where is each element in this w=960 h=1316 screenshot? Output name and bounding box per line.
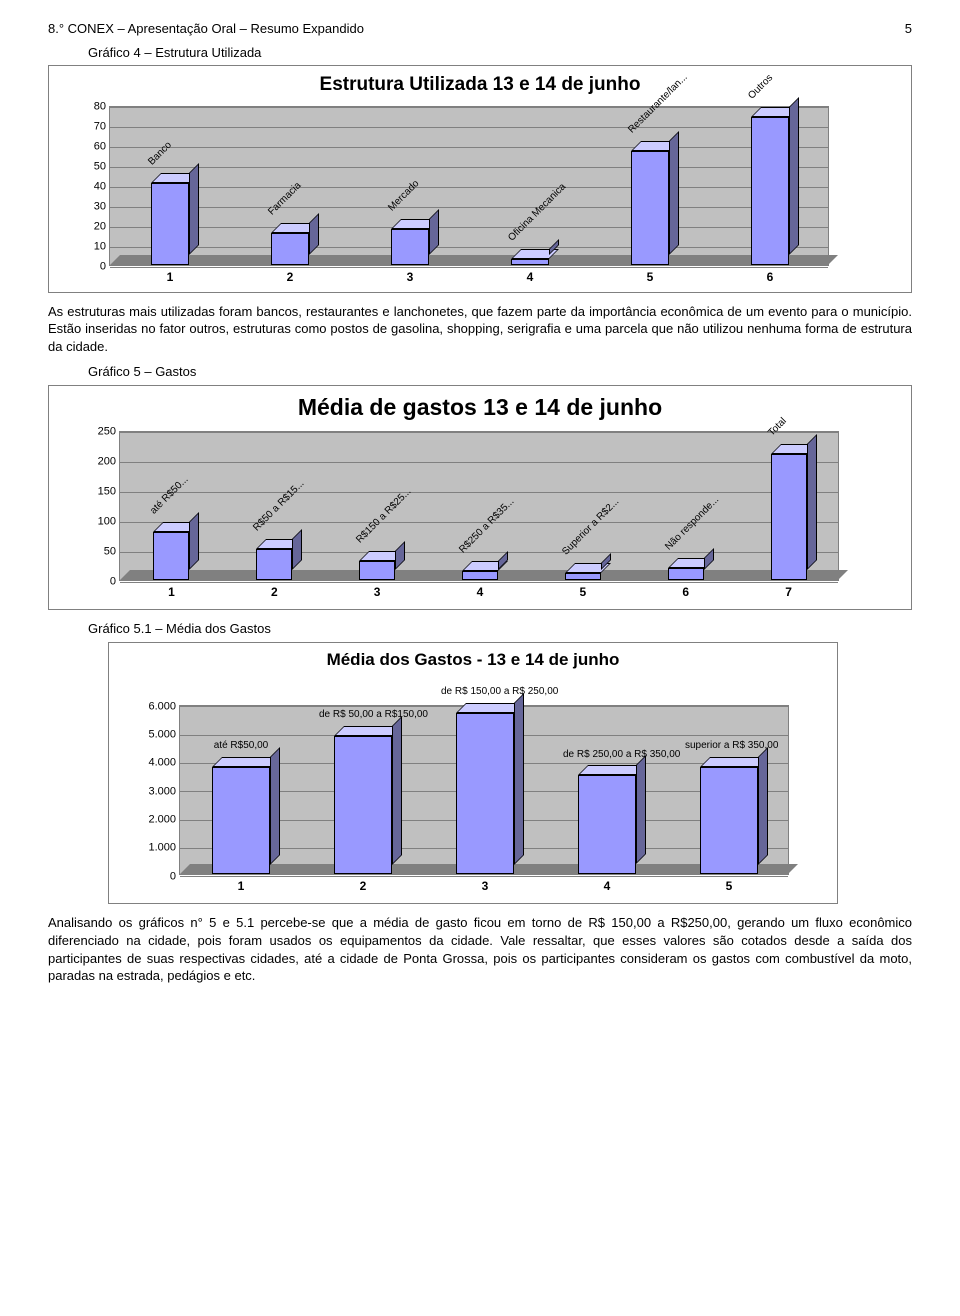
bar [391, 229, 429, 265]
category-label: até R$50... [148, 474, 192, 518]
category-label: Farmacia [265, 180, 304, 219]
chart3-plot-area: 0 1.000 2.000 3.000 4.000 5.000 6.000 até R$50,… [119, 675, 827, 899]
x-tick-label: 6 [682, 580, 689, 600]
bar [151, 183, 189, 265]
y-tick-label: 2.000 [148, 812, 180, 827]
x-tick-label: 1 [167, 265, 174, 285]
header-page-number: 5 [905, 20, 912, 38]
x-tick-label: 2 [271, 580, 278, 600]
x-tick-label: 1 [168, 580, 175, 600]
y-tick-label: 30 [94, 199, 110, 214]
bar [153, 532, 189, 580]
category-label: Oficina Mecanica [505, 181, 569, 245]
x-tick-label: 4 [527, 265, 534, 285]
y-tick-label: 70 [94, 119, 110, 134]
bar [565, 573, 601, 580]
bar [771, 454, 807, 580]
y-tick-label: 3.000 [148, 784, 180, 799]
bar [751, 117, 789, 265]
x-tick-label: 3 [374, 580, 381, 600]
plot: 01.0002.0003.0004.0005.0006.000até R$50,… [179, 705, 789, 875]
data-label: de R$ 150,00 a R$ 250,00 [441, 685, 529, 699]
chart1-container: Estrutura Utilizada 13 e 14 de junho 0 10… [48, 65, 912, 293]
chart3-title: Média dos Gastos - 13 e 14 de junho [119, 649, 827, 672]
x-tick-label: 5 [647, 265, 654, 285]
bar [631, 151, 669, 265]
bar [359, 561, 395, 580]
bar [256, 549, 292, 580]
bar [578, 775, 636, 874]
caption-chart1: Gráfico 4 – Estrutura Utilizada [88, 44, 912, 62]
data-label: de R$ 50,00 a R$150,00 [319, 708, 407, 722]
x-tick-label: 6 [767, 265, 774, 285]
chart2-plot-area: 0 50 100 150 200 250 até R$50... 1 R$50 a R$15..… [59, 427, 901, 605]
data-label: superior a R$ 350,00 [685, 739, 773, 753]
y-tick-label: 10 [94, 239, 110, 254]
chart3-container: Média dos Gastos - 13 e 14 de junho 0 1.0… [108, 642, 838, 905]
plot: 050100150200250até R$50...1R$50 a R$15..… [119, 431, 839, 581]
y-tick-label: 20 [94, 219, 110, 234]
y-tick-label: 0 [100, 259, 110, 274]
bar [212, 767, 270, 875]
x-tick-label: 4 [477, 580, 484, 600]
y-tick-label: 150 [98, 485, 120, 500]
chart1-title: Estrutura Utilizada 13 e 14 de junho [59, 72, 901, 98]
x-tick-label: 3 [482, 874, 489, 894]
category-label: Não responde... [662, 494, 722, 554]
caption-chart3: Gráfico 5.1 – Média dos Gastos [88, 620, 912, 638]
bar [700, 767, 758, 875]
data-label: de R$ 250,00 a R$ 350,00 [563, 748, 651, 762]
data-label: até R$50,00 [197, 739, 285, 753]
category-label: R$50 a R$15... [251, 478, 308, 535]
plot: 01020304050607080Banco1Farmacia2Mercado3… [109, 106, 829, 266]
bar [334, 736, 392, 875]
x-tick-label: 5 [726, 874, 733, 894]
bar [271, 233, 309, 265]
y-tick-label: 5.000 [148, 727, 180, 742]
y-tick-label: 60 [94, 139, 110, 154]
y-tick-label: 50 [104, 545, 120, 560]
category-label: Superior a R$2... [559, 496, 622, 559]
x-tick-label: 5 [580, 580, 587, 600]
y-tick-label: 100 [98, 515, 120, 530]
y-tick-label: 250 [98, 425, 120, 440]
x-tick-label: 4 [604, 874, 611, 894]
paragraph-2: Analisando os gráficos n° 5 e 5.1 perceb… [48, 914, 912, 984]
y-tick-label: 50 [94, 159, 110, 174]
y-tick-label: 40 [94, 179, 110, 194]
chart2-title: Média de gastos 13 e 14 de junho [59, 392, 901, 423]
category-label: R$250 a R$35... [456, 496, 517, 557]
bar [668, 568, 704, 580]
y-tick-label: 80 [94, 99, 110, 114]
category-label: R$150 a R$25... [354, 486, 415, 547]
y-tick-label: 200 [98, 455, 120, 470]
y-tick-label: 0 [170, 869, 180, 884]
category-label: Mercado [385, 178, 422, 215]
bar [456, 713, 514, 875]
x-tick-label: 3 [407, 265, 414, 285]
category-label: Banco [145, 139, 175, 169]
x-tick-label: 7 [785, 580, 792, 600]
chart1-plot-area: 0 10 20 30 40 50 60 70 80 Banco 1 Farmacia 2 Mercado 3… [59, 102, 901, 288]
paragraph-1: As estruturas mais utilizadas foram banc… [48, 303, 912, 356]
x-tick-label: 2 [287, 265, 294, 285]
x-tick-label: 2 [360, 874, 367, 894]
y-tick-label: 1.000 [148, 841, 180, 856]
bar [462, 571, 498, 580]
x-tick-label: 1 [238, 874, 245, 894]
y-tick-label: 4.000 [148, 756, 180, 771]
header-left: 8.° CONEX – Apresentação Oral – Resumo E… [48, 20, 364, 38]
chart2-container: Média de gastos 13 e 14 de junho 0 50 100 1… [48, 385, 912, 610]
caption-chart2: Gráfico 5 – Gastos [88, 363, 912, 381]
y-tick-label: 6.000 [148, 699, 180, 714]
y-tick-label: 0 [110, 575, 120, 590]
page-header: 8.° CONEX – Apresentação Oral – Resumo E… [48, 20, 912, 38]
